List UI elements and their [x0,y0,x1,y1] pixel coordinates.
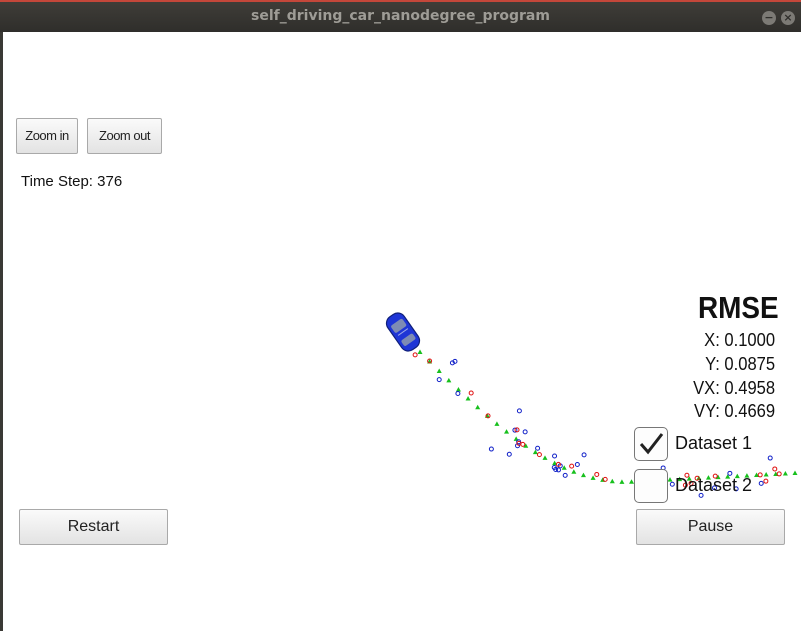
title-bar: self_driving_car_nanodegree_program − × [0,0,801,32]
estimate-marker [619,479,625,484]
estimate-marker [417,349,423,354]
radar-marker [698,492,704,498]
estimate-marker [686,476,692,481]
estimate-marker [561,465,567,470]
minimize-button[interactable]: − [762,11,776,25]
radar-marker [552,453,558,459]
estimate-marker [609,478,615,484]
lidar-marker [688,480,694,486]
lidar-marker [412,352,418,358]
estimate-marker [705,475,711,480]
lidar-marker [427,358,433,364]
simulation-canvas [385,312,798,503]
lidar-marker [594,471,600,477]
dataset-1-label[interactable]: Dataset 1 [675,433,753,453]
lidar-marker [684,472,690,478]
estimate-marker [446,377,452,383]
estimate-marker [744,473,750,478]
close-button[interactable]: × [781,11,795,25]
lidar-marker [520,441,526,447]
dataset-2-checkbox[interactable] [634,469,668,503]
estimate-marker [629,479,635,484]
radar-marker [522,429,528,435]
window-title: self_driving_car_nanodegree_program [251,8,550,24]
rmse-y-value: Y: 0.0875 [705,354,775,374]
estimate-marker [667,477,673,482]
lidar-marker [682,482,688,488]
radar-marker [555,467,561,473]
car-icon [385,312,421,352]
estimate-marker [455,387,461,392]
estimate-marker [436,368,442,373]
radar-marker [733,486,739,492]
time-step-label: Time Step: 376 [21,173,123,190]
pause-button[interactable]: Pause [636,509,785,545]
lidar-marker [602,476,608,482]
radar-marker [581,452,587,458]
radar-marker [767,455,773,461]
rmse-vx-value: VX: 0.4958 [693,378,775,398]
checkmark-icon [639,433,664,455]
radar-marker [562,472,568,478]
estimate-marker [504,429,510,434]
estimate-marker [523,443,529,448]
rmse-vy-value: VY: 0.4669 [693,401,775,421]
radar-marker [727,470,733,476]
rmse-x-value: X: 0.1000 [704,330,775,350]
estimate-marker [725,474,731,479]
lidar-marker [776,471,782,477]
lidar-marker [712,473,718,479]
estimate-marker [677,476,683,482]
zoom-in-button[interactable]: Zoom in [16,118,78,154]
estimate-marker [782,471,788,476]
lidar-marker [468,390,474,396]
estimate-marker [494,421,500,426]
lidar-marker [555,461,561,467]
estimate-marker [571,469,577,474]
estimate-marker [754,472,760,478]
radar-marker [488,446,494,452]
radar-marker [758,480,764,486]
radar-marker [449,360,455,366]
radar-marker [455,391,461,397]
restart-button[interactable]: Restart [19,509,168,545]
radar-marker [551,465,557,471]
radar-marker [712,485,718,491]
dataset-2-label[interactable]: Dataset 2 [675,475,753,495]
estimate-marker [542,455,548,460]
estimate-marker [792,470,798,475]
zoom-out-button[interactable]: Zoom out [87,118,162,154]
radar-marker [516,408,522,414]
lidar-marker [757,472,763,478]
lidar-marker [485,413,491,419]
estimate-marker [763,472,769,477]
lidar-marker [514,427,520,433]
rmse-title: RMSE [698,290,779,325]
radar-marker [535,445,541,451]
radar-marker [506,451,512,457]
radar-marker [436,377,442,383]
lidar-marker [694,475,700,481]
radar-marker [512,427,518,433]
estimate-marker [532,449,538,455]
estimate-marker [465,396,471,401]
lidar-marker [763,478,769,484]
estimate-marker [552,460,558,466]
window-border [0,32,3,631]
estimate-marker [475,404,481,410]
radar-marker [574,461,580,467]
estimate-marker [580,472,586,478]
radar-marker [669,481,675,487]
lidar-marker [772,466,778,472]
lidar-marker [536,452,542,458]
dataset-1-checkbox[interactable] [634,427,668,461]
estimate-marker [590,475,596,480]
estimate-marker [734,473,740,479]
lidar-marker [569,463,575,469]
